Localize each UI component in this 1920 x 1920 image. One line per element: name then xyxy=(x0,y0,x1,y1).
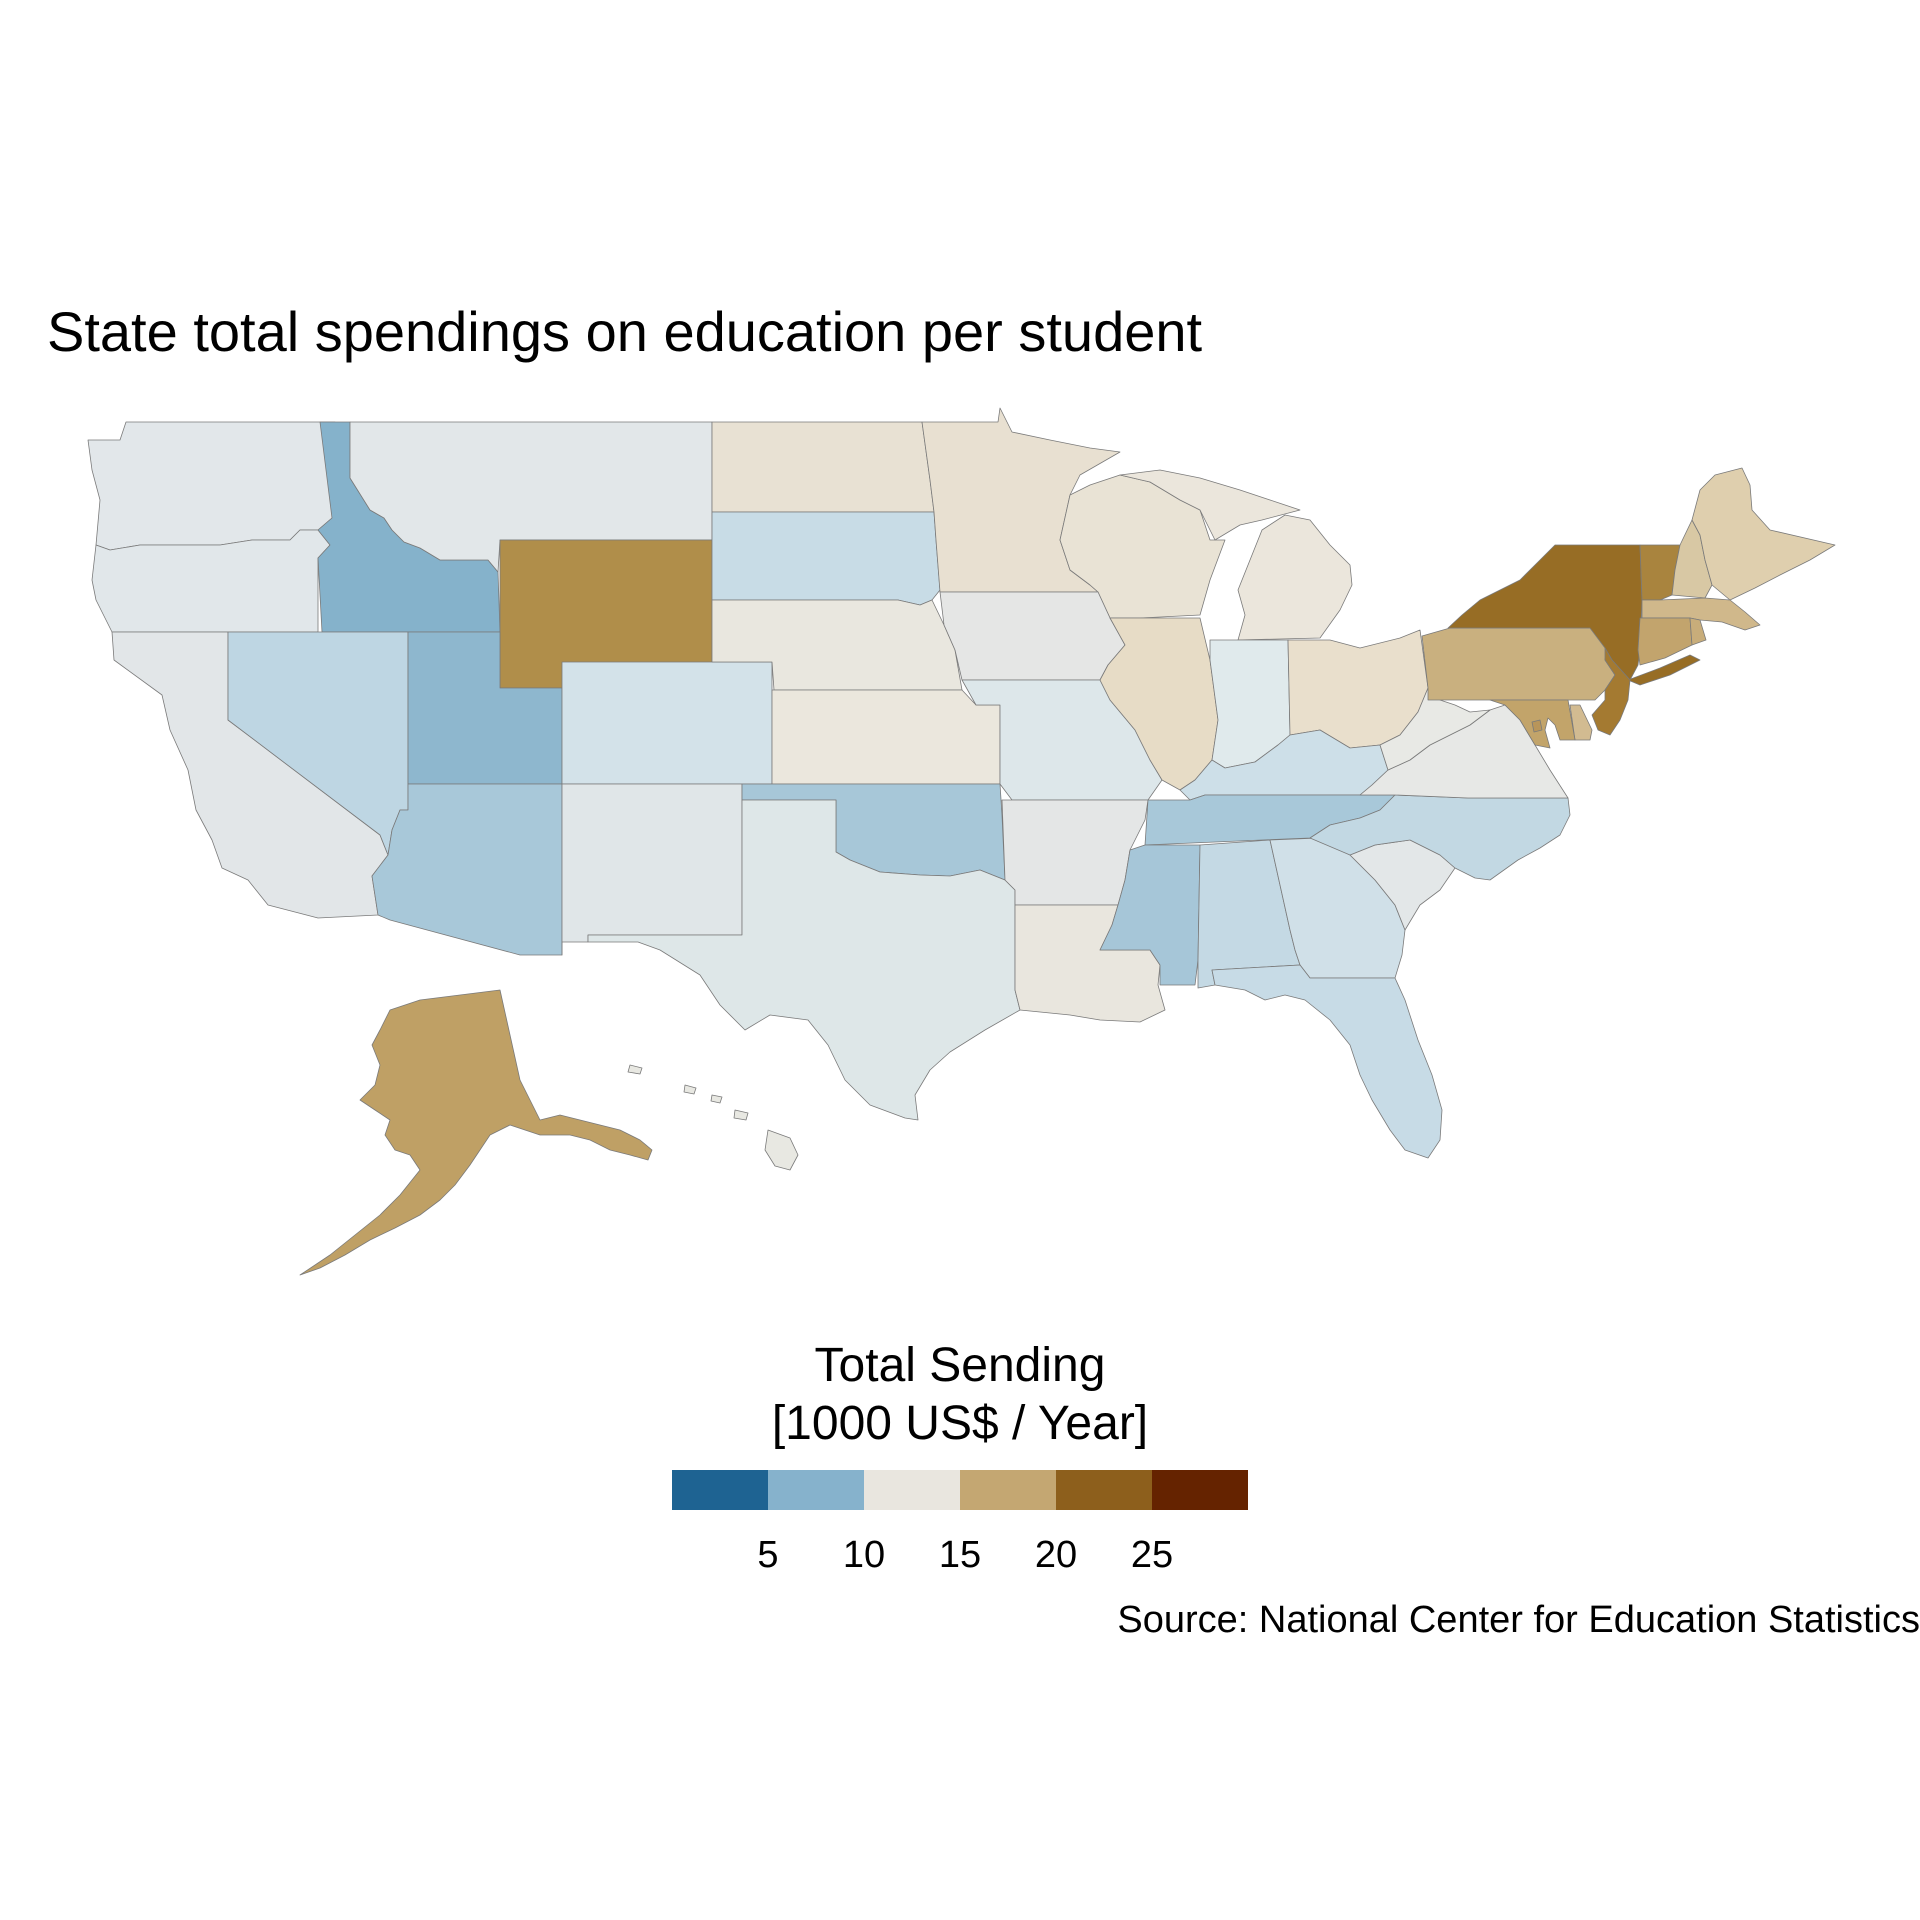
state-PA xyxy=(1421,627,1616,701)
state-AK xyxy=(299,989,653,1276)
legend-tick-label: 25 xyxy=(1130,1534,1174,1576)
state-IA xyxy=(939,591,1126,681)
map-title: State total spendings on education per s… xyxy=(47,300,1203,363)
state-HI-islands xyxy=(627,1064,749,1121)
state-NM xyxy=(561,783,743,956)
legend-tick-label: 5 xyxy=(757,1534,779,1576)
state-MI xyxy=(1237,514,1353,641)
legend-swatch xyxy=(1152,1470,1248,1510)
state-AZ xyxy=(371,783,563,956)
state-HI xyxy=(764,1129,799,1171)
legend-title-line2: [1000 US$ / Year] xyxy=(771,1397,1149,1450)
legend-tick-label: 10 xyxy=(842,1534,886,1576)
legend-swatch xyxy=(1056,1470,1152,1510)
legend-tick-label: 20 xyxy=(1034,1534,1078,1576)
state-NC xyxy=(1309,794,1571,881)
source-caption: Source: National Center for Education St… xyxy=(1117,1599,1920,1641)
state-WA xyxy=(87,421,336,551)
state-KS xyxy=(771,689,1001,785)
state-FL xyxy=(1211,964,1443,1159)
legend-colorbar xyxy=(672,1470,1248,1510)
legend-swatch xyxy=(864,1470,960,1510)
legend-swatch xyxy=(960,1470,1056,1510)
legend-title-line1: Total Sending xyxy=(814,1339,1106,1392)
legend-ticks: 5 10 15 20 25 xyxy=(672,1533,1248,1577)
state-CO xyxy=(561,661,773,785)
state-RI xyxy=(1689,617,1707,646)
state-DC xyxy=(1531,719,1543,733)
legend-tick-label: 15 xyxy=(938,1534,982,1576)
legend-swatch xyxy=(672,1470,768,1510)
state-TX xyxy=(587,799,1021,1121)
legend-swatch xyxy=(768,1470,864,1510)
state-MI-UP xyxy=(1119,469,1301,541)
state-ND xyxy=(711,421,935,513)
state-ME xyxy=(1691,467,1836,601)
state-WV xyxy=(1379,687,1491,771)
state-NJ xyxy=(1591,647,1631,736)
state-SD xyxy=(711,511,941,606)
state-NY-LI xyxy=(1627,654,1701,686)
